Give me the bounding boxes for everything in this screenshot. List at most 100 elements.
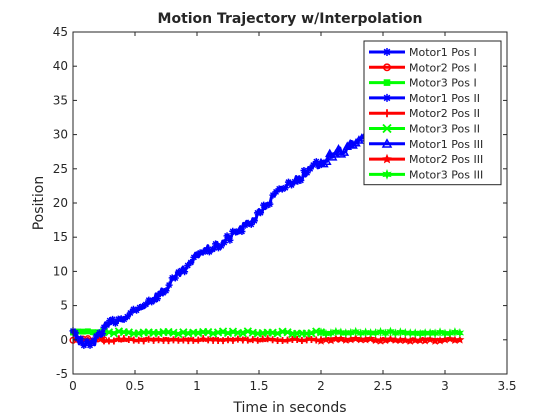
data-point [229,227,237,235]
legend-marker [383,63,391,72]
data-point [386,326,395,337]
data-point [86,341,94,349]
legend-item: Motor1 Pos I [369,46,477,59]
data-point [272,188,280,196]
y-tick-label: 45 [53,25,68,39]
data-point [316,327,326,338]
data-point [266,200,274,208]
data-point [209,245,216,253]
data-point [333,144,344,153]
data-point [330,149,341,158]
data-point [283,328,292,337]
data-point [322,156,332,165]
data-point [264,335,272,343]
data-point [202,247,210,255]
data-point [181,268,189,276]
data-point [139,302,147,310]
legend-item: Motor1 Pos III [369,138,483,151]
data-point [312,158,320,166]
legend-marker [383,79,391,86]
y-axis: -5 0 5 10 15 20 25 30 35 40 45 [53,25,507,381]
data-point [370,335,381,345]
data-point [300,166,308,174]
data-point [98,330,106,338]
y-tick-label: -5 [56,367,68,381]
data-point [331,326,341,337]
data-point [123,313,131,321]
data-point [324,148,335,158]
data-point [223,232,231,240]
data-point [106,317,114,325]
data-point [263,202,271,210]
data-point [257,209,265,217]
data-point [71,329,79,337]
legend-label: Motor1 Pos III [409,138,483,151]
data-point [351,333,361,343]
data-point [77,335,85,343]
chart-title: Motion Trajectory w/Interpolation [158,11,423,27]
data-point [145,335,153,343]
data-point [174,268,182,276]
data-point [321,334,331,344]
series-motor1-pos-ii [100,158,323,331]
data-point [307,329,316,338]
data-point [165,281,173,289]
legend-marker [383,109,391,118]
legend-marker [382,123,392,134]
legend-item: Motor3 Pos I [369,77,477,90]
data-point [162,287,170,295]
data-point [244,219,252,227]
x-axis: 0 0.5 1 1.5 2 2.5 3 3.5 [69,32,517,393]
data-point [199,248,207,256]
x-tick-label: 1.5 [249,379,268,393]
data-point [455,335,465,344]
data-point [254,336,262,344]
y-tick-label: 25 [53,162,68,176]
data-point [281,184,289,192]
data-point [89,337,97,345]
data-point [110,337,118,345]
y-tick-label: 15 [53,230,68,244]
data-point [450,327,460,337]
y-tick-label: 40 [53,59,68,73]
data-point [354,135,364,144]
data-point [294,177,302,185]
legend-marker [381,153,393,164]
data-point [126,309,134,317]
data-point [156,290,164,298]
data-point [455,328,465,338]
series-motor3-pos-iii [316,326,465,339]
legend-item: Motor2 Pos I [369,61,477,74]
x-tick-label: 0.5 [125,379,144,393]
data-point [109,315,117,323]
data-point [187,258,195,266]
legend-marker [381,138,393,148]
data-point [425,334,435,344]
data-point [396,327,405,338]
y-axis-title: Position [31,176,47,231]
data-point [229,336,237,344]
legend-marker [383,48,391,56]
data-point [111,319,119,327]
x-tick-label: 1 [193,379,201,393]
data-point [220,239,228,247]
series-motor3-pos-ii [99,327,326,339]
data-point [306,165,314,173]
legend-label: Motor1 Pos II [409,92,480,105]
x-tick-label: 2 [317,379,325,393]
data-point [351,326,361,337]
data-point [103,321,111,329]
data-point [174,329,183,339]
data-point [120,315,128,323]
data-point [366,333,376,343]
legend-label: Motor2 Pos II [409,107,480,120]
y-tick-label: 0 [60,333,68,347]
legend-item: Motor3 Pos II [369,123,480,136]
legend-label: Motor2 Pos I [409,61,477,74]
data-point [303,169,311,177]
data-point [140,337,148,345]
data-point [336,149,347,158]
y-tick-label: 10 [53,264,68,278]
y-tick-label: 35 [53,93,68,107]
data-point [348,140,358,149]
